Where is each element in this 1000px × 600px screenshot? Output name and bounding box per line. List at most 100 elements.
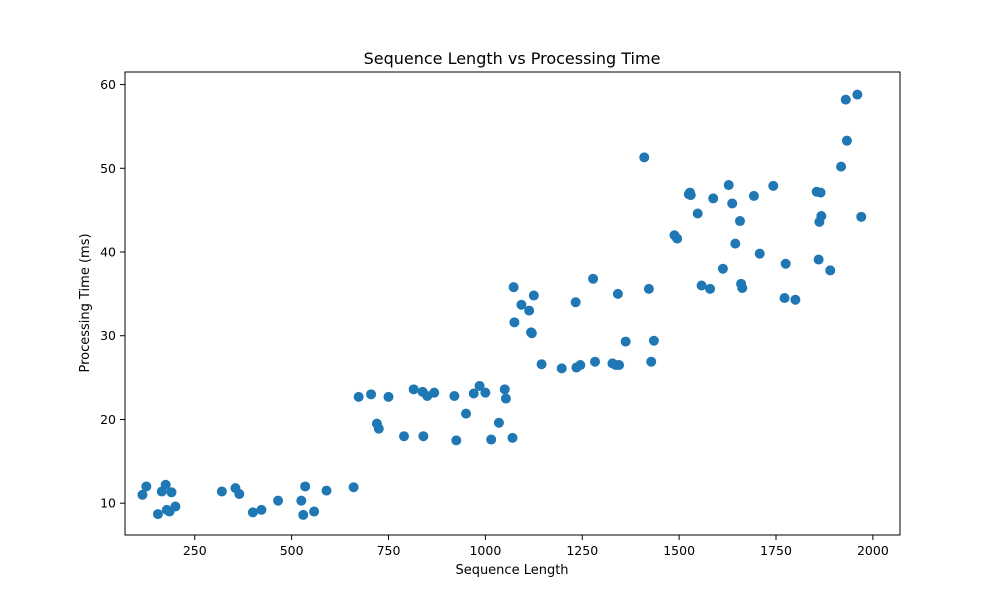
data-point [825,265,836,276]
data-point [852,89,863,100]
data-point [152,509,163,520]
data-point [748,190,759,201]
data-point [321,485,332,496]
y-tick-label: 50 [100,161,116,176]
x-tick-label: 250 [183,543,207,558]
data-point [717,263,728,274]
data-point [643,283,654,294]
data-point [816,211,827,222]
y-axis-label: Processing Time (ms) [78,233,93,372]
data-point [451,435,462,446]
y-axis-ticks: 10 20 30 40 50 60 [100,77,125,511]
data-point [296,495,307,506]
data-point [524,305,535,316]
data-point [536,359,547,370]
y-tick-label: 40 [100,245,116,260]
data-point [734,216,745,227]
x-tick-label: 500 [280,543,304,558]
data-point [449,391,460,402]
data-point [461,408,471,419]
data-point [570,297,581,308]
data-point [493,417,504,428]
chart-title: Sequence Length vs Processing Time [364,49,661,68]
data-point [373,423,384,434]
data-point [639,152,650,163]
data-point [366,389,377,400]
data-point [614,360,625,371]
data-point [692,208,703,219]
data-point [507,432,518,443]
data-point [141,481,152,492]
data-point [780,258,791,269]
data-point [137,489,148,500]
data-point [508,282,519,293]
data-point [575,360,586,371]
x-tick-label: 1000 [469,543,501,558]
data-point [166,487,177,498]
data-point [247,507,258,518]
data-point [723,180,734,191]
data-point [160,479,171,490]
x-tick-label: 1500 [663,543,695,558]
data-point [216,486,227,497]
data-point [383,391,394,402]
data-point [840,94,851,105]
data-point [705,283,716,294]
x-tick-label: 2000 [857,543,889,558]
data-point [499,384,510,395]
data-point [768,180,779,191]
data-point [309,506,320,517]
x-axis-label: Sequence Length [455,563,568,578]
data-point [300,481,311,492]
data-point [841,135,852,146]
data-point [500,393,511,404]
data-point [696,280,707,291]
data-point [480,387,491,398]
data-point [516,299,527,310]
data-point [813,254,824,265]
data-point [648,335,659,346]
data-point [708,193,719,204]
data-point [779,293,790,304]
data-point [418,431,429,442]
data-point [727,198,738,209]
data-point [528,290,539,301]
data-point [509,317,520,328]
data-point [646,356,657,367]
data-point [737,283,748,294]
data-point [408,384,419,395]
data-point [429,387,440,398]
data-point [556,363,567,374]
data-point [588,273,599,284]
data-point [815,187,826,198]
x-tick-label: 750 [377,543,401,558]
data-point [348,482,359,493]
data-point [856,211,867,222]
y-tick-label: 30 [100,328,116,343]
x-tick-label: 1250 [566,543,598,558]
data-point [612,288,623,299]
data-point [234,488,245,499]
data-point [170,501,181,512]
y-tick-label: 60 [100,77,116,92]
data-point [399,431,409,442]
plot-area: 250 500 750 1000 1250 1500 1750 2000 10 20 30 40 50… [100,71,901,558]
data-point [353,391,364,402]
x-axis-ticks: 250 500 750 1000 1250 1500 1750 2000 [183,535,889,558]
data-point [298,509,309,520]
x-tick-label: 1750 [760,543,792,558]
data-point [672,233,683,244]
y-tick-label: 10 [100,496,116,511]
data-point [590,356,601,367]
data-point [730,238,741,249]
data-point [474,380,485,391]
y-tick-label: 20 [100,412,116,427]
data-point [273,495,284,506]
data-point [486,434,497,445]
data-point [790,294,801,305]
data-points [137,89,867,520]
data-point [256,504,267,515]
data-point [620,336,631,347]
